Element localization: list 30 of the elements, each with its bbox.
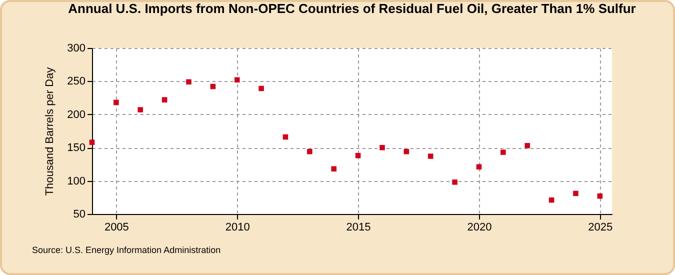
- point: [524, 142, 530, 148]
- point: [428, 154, 434, 159]
- y-tick-label: 150: [67, 142, 86, 154]
- point: [138, 107, 144, 112]
- point: [258, 86, 264, 92]
- point: [162, 97, 168, 102]
- x-tick-label: 2010: [225, 222, 250, 234]
- point: [380, 144, 385, 150]
- point: [234, 77, 240, 83]
- point: [186, 79, 192, 85]
- y-tick-label: 50: [73, 208, 86, 220]
- point: [500, 150, 506, 155]
- y-tick-label: 250: [67, 76, 86, 88]
- point: [114, 100, 119, 106]
- point: [573, 190, 578, 196]
- point: [89, 140, 95, 145]
- point: [331, 166, 337, 172]
- point: [452, 179, 458, 185]
- y-tick-label: 300: [67, 42, 86, 54]
- source-note: Source: U.S. Energy Information Administration: [32, 245, 221, 255]
- point: [307, 148, 312, 154]
- x-tick-label: 2025: [588, 222, 613, 234]
- y-tick-label: 100: [67, 175, 86, 188]
- y-tick-label: 200: [67, 108, 86, 121]
- x-tick-label: 2005: [104, 222, 129, 234]
- x-tick-label: 2020: [467, 222, 492, 234]
- point: [476, 164, 482, 170]
- y-axis-title: Thousand Barrels per Day: [44, 66, 56, 196]
- x-tick-label: 2015: [346, 222, 371, 234]
- chart-title: Annual U.S. Imports from Non-OPEC Countries of Residual Fuel Oil, Greater Than 1% Sulfur: [68, 1, 636, 16]
